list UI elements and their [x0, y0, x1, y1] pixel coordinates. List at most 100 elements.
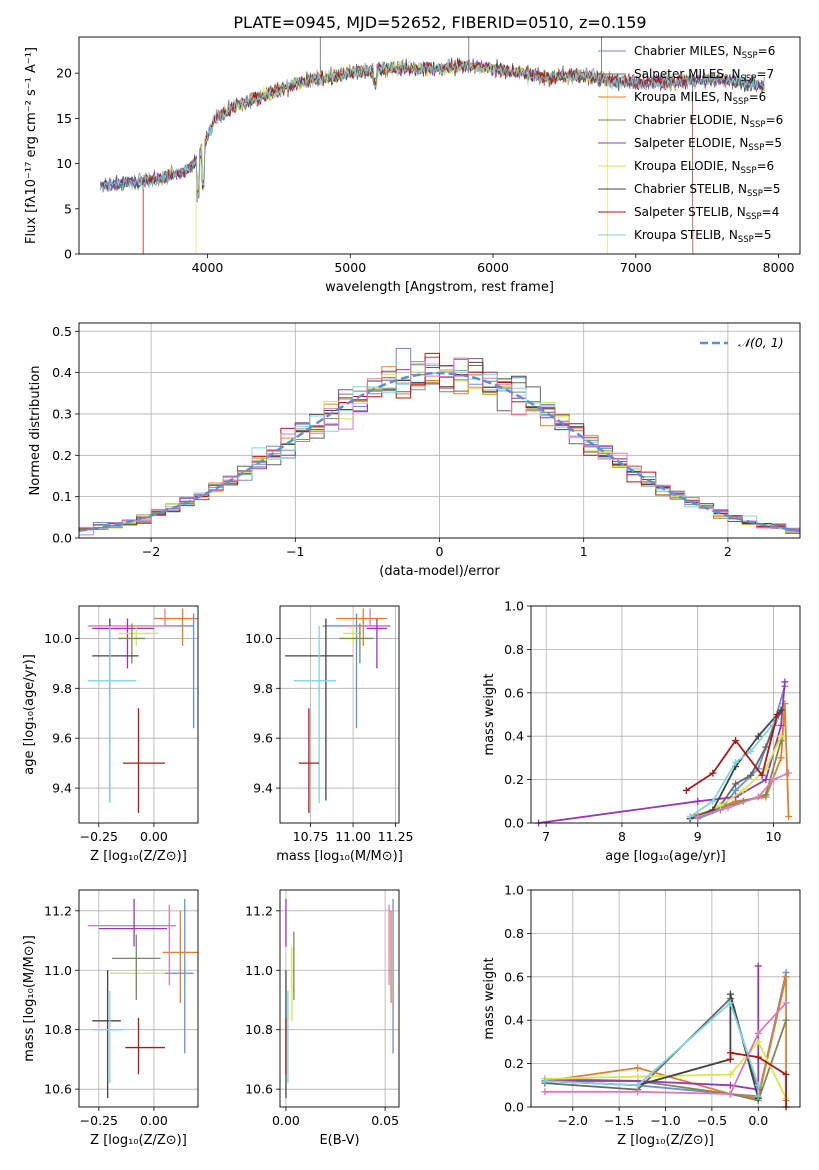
weight-marker: [777, 721, 785, 729]
weight-marker: [777, 732, 785, 740]
y-tick-label: 0.2: [504, 772, 524, 787]
legend-entry: Chabrier MILES, NSSP=6: [634, 44, 775, 61]
histogram-series-8: [79, 362, 800, 532]
x-axis-label: (data-model)/error: [379, 564, 500, 579]
x-tick-label: −0.25: [80, 829, 118, 844]
x-tick-label: 4000: [192, 260, 224, 275]
weight-marker: [726, 1090, 734, 1098]
legend-subscript: SSP: [750, 120, 766, 130]
legend-entry: Salpeter STELIB, NSSP=4: [634, 205, 779, 222]
x-tick-label: 2: [724, 544, 732, 559]
y-tick-label: 0.6: [504, 969, 524, 984]
figure-title: PLATE=0945, MJD=52652, FIBERID=0510, z=0…: [233, 13, 646, 32]
weight-series-4: [538, 681, 786, 824]
y-tick-label: 10.8: [44, 1022, 72, 1037]
legend-text: Kroupa MILES, N: [634, 90, 733, 104]
x-tick-label: −2: [142, 544, 160, 559]
y-tick-label: 9.8: [253, 681, 273, 696]
axes-frame: [78, 889, 199, 1108]
weight-marker: [726, 990, 734, 998]
y-tick-label: 11.2: [44, 903, 72, 918]
weight-marker: [782, 999, 790, 1007]
x-tick-label: −1.0: [650, 1113, 680, 1128]
legend-entry: Kroupa ELODIE, NSSP=6: [634, 159, 774, 176]
weight-marker: [754, 1081, 762, 1089]
x-tick-label: 11.25: [378, 829, 414, 844]
x-tick-label: −1.5: [604, 1113, 634, 1128]
x-axis-label: age [log₁₀(age/yr)]: [605, 849, 726, 864]
weight-marker: [754, 1053, 762, 1061]
y-tick-label: 1.0: [504, 599, 524, 614]
legend-subscript: SSP: [733, 97, 749, 107]
spectrum-lines: [100, 37, 765, 255]
weight-marker: [758, 771, 766, 779]
weight-marker: [709, 769, 717, 777]
axes-frame: [78, 605, 199, 824]
y-tick-label: 11.2: [245, 903, 273, 918]
weight-marker: [782, 1016, 790, 1024]
x-tick-label: −2.0: [558, 1113, 588, 1128]
legend-entry: Kroupa STELIB, NSSP=5: [634, 228, 772, 245]
errorbars-age-vs-mass: [285, 608, 391, 814]
legend-text: Salpeter MILES, N: [634, 67, 741, 81]
x-tick-label: −1: [286, 544, 304, 559]
legend-subscript: SSP: [742, 51, 758, 61]
weight-marker: [785, 769, 793, 777]
legend-value: =6: [766, 113, 784, 127]
legend-text: Salpeter STELIB, N: [634, 205, 746, 219]
legend-subscript: SSP: [741, 74, 757, 84]
x-tick-label: 11.00: [335, 829, 371, 844]
weight-marker: [739, 786, 747, 794]
legend-value: =6: [758, 44, 776, 58]
histogram-series-9: [79, 357, 800, 536]
axes-frame: [78, 36, 801, 255]
x-tick-label: 6000: [477, 260, 509, 275]
axes-mass-vs-Z: −0.25 0.00 10.6 10.8 11.0 11.2 Z [log₁₀(Z/Z⊙)]…: [22, 890, 198, 1148]
axes-weight-vs-Z: −2.0 −1.5 −1.0 −0.5 0.0 0.0 0.2 0.4 0.6 0.8 1.0 Z […: [482, 883, 800, 1148]
y-tick-label: 0: [64, 247, 72, 262]
legend-text: Kroupa STELIB, N: [634, 228, 738, 242]
weight-marker: [777, 706, 785, 714]
axes-frame: [78, 322, 801, 539]
weight-marker: [781, 678, 789, 686]
y-tick-label: 0.2: [504, 1056, 524, 1071]
residual-legend: 𝒩(0, 1): [700, 335, 784, 350]
weight-marker: [726, 1070, 734, 1078]
x-tick-label: 1: [580, 544, 588, 559]
x-axis-label: mass [log₁₀(M/M⊙)]: [276, 849, 403, 864]
legend-text: Chabrier ELODIE, N: [634, 113, 750, 127]
weight-marker: [777, 754, 785, 762]
y-tick-label: 9.6: [253, 731, 273, 746]
axes-age-vs-mass: 10.75 11.00 11.25 9.4 9.6 9.8 10.0 mass [log₁₀(…: [245, 606, 413, 864]
x-tick-label: 7000: [620, 260, 652, 275]
y-axis-label: age [log₁₀(age/yr)]: [22, 654, 37, 775]
weights-weight-vs-age: [535, 678, 793, 827]
weight-marker: [762, 776, 770, 784]
axes-age-vs-Z: −0.25 0.00 9.4 9.6 9.8 10.0 Z [log₁₀(Z/Z⊙)] age…: [22, 606, 198, 864]
x-tick-label: 5000: [334, 260, 366, 275]
axes-spectrum: 4000 5000 6000 7000 8000 0 5 10 15 20 wavelength […: [24, 47, 795, 295]
weight-marker: [732, 758, 740, 766]
x-tick-label: 0.05: [371, 1113, 399, 1128]
x-axis-label: Z [log₁₀(Z/Z⊙)]: [617, 1133, 714, 1148]
y-tick-label: 10.0: [44, 631, 72, 646]
x-tick-label: 0.0: [748, 1113, 768, 1128]
weight-marker: [782, 1070, 790, 1078]
legend-subscript: SSP: [741, 166, 757, 176]
legend-text: Salpeter ELODIE, N: [634, 136, 748, 150]
weight-marker: [634, 1081, 642, 1089]
histogram-steps: [78, 348, 801, 536]
x-tick-label: 8000: [763, 260, 795, 275]
x-tick-label: −0.25: [80, 1113, 118, 1128]
x-tick-label: 10.75: [293, 829, 329, 844]
weight-series-2: [544, 976, 787, 1101]
weight-marker: [716, 802, 724, 810]
legend-value: =5: [763, 182, 781, 196]
weight-marker: [754, 793, 762, 801]
x-tick-label: 10: [766, 829, 782, 844]
legend-subscript: SSP: [748, 143, 764, 153]
errorbars-age-vs-Z: [87, 608, 198, 814]
axes-frame: [530, 605, 801, 824]
axes-frame: [530, 889, 801, 1108]
legend-entry: Salpeter MILES, NSSP=7: [634, 67, 774, 84]
